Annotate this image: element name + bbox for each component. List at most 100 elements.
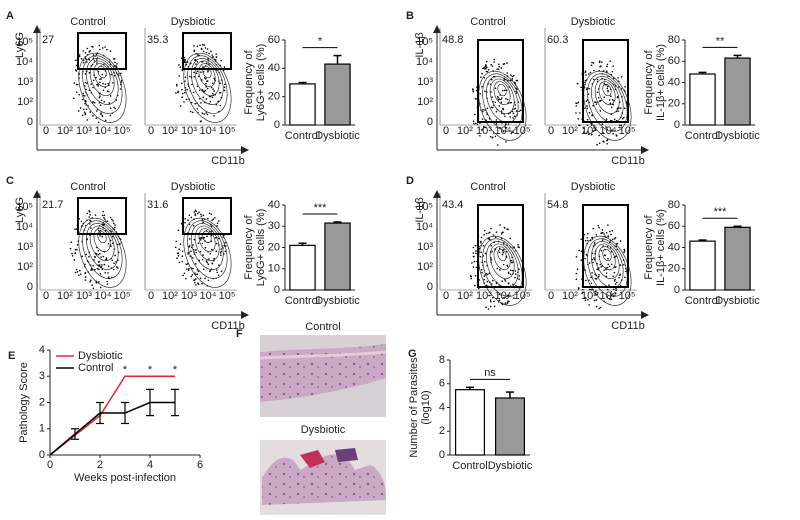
gate — [477, 204, 524, 288]
contour — [93, 63, 111, 88]
event-dot — [95, 117, 98, 119]
bar — [289, 83, 316, 126]
event-dot — [618, 276, 620, 279]
event-dot — [592, 227, 595, 230]
event-dot — [492, 106, 494, 109]
event-dot — [200, 47, 203, 50]
event-dot — [592, 261, 594, 264]
event-dot — [177, 252, 180, 255]
significance-label: * — [148, 364, 153, 376]
event-dot — [610, 233, 612, 236]
contour — [89, 60, 115, 97]
event-dot — [610, 294, 613, 297]
event-dot — [71, 255, 74, 257]
event-dot — [218, 92, 221, 94]
event-dot — [483, 76, 486, 79]
event-dot — [184, 91, 186, 94]
event-dot — [92, 79, 95, 82]
event-dot — [84, 57, 87, 60]
event-dot — [620, 75, 623, 78]
event-dot — [475, 98, 477, 100]
y-tick-label: 60 — [668, 220, 680, 232]
event-dot — [472, 246, 475, 249]
event-dot — [114, 61, 116, 64]
flow-tick-label: 10² — [457, 290, 473, 302]
event-dot — [621, 117, 624, 120]
event-dot — [625, 270, 627, 273]
event-dot — [223, 66, 226, 68]
event-dot — [511, 78, 514, 80]
event-dot — [177, 91, 179, 94]
event-dot — [109, 107, 112, 110]
flow-tick-label: 10⁵ — [416, 36, 433, 48]
bar — [289, 244, 316, 291]
event-dot — [479, 255, 482, 258]
event-dot — [187, 269, 190, 272]
event-dot — [473, 260, 476, 263]
flow-tick-label: 0 — [443, 125, 449, 137]
contour — [187, 55, 228, 114]
event-dot — [484, 252, 487, 255]
event-dot — [488, 232, 490, 234]
event-dot — [109, 216, 112, 219]
event-dot — [184, 217, 187, 220]
event-dot — [584, 239, 587, 242]
event-dot — [506, 301, 509, 304]
event-dot — [624, 85, 626, 88]
flow-tick-label: 10³ — [476, 125, 492, 137]
flow-tick-label: 0 — [27, 281, 33, 293]
contour — [489, 78, 515, 115]
contour — [482, 238, 523, 297]
event-dot — [472, 120, 475, 123]
event-dot — [605, 70, 608, 73]
event-dot — [193, 45, 195, 47]
event-dot — [84, 85, 86, 87]
flow-tick-label: 10³ — [17, 76, 33, 88]
event-dot — [99, 286, 102, 289]
bar — [689, 240, 716, 291]
event-dot — [500, 67, 503, 69]
event-dot — [181, 260, 184, 263]
event-dot — [584, 299, 587, 302]
event-dot — [179, 66, 182, 68]
event-dot — [205, 86, 207, 88]
event-dot — [75, 83, 78, 86]
event-dot — [89, 50, 91, 52]
y-tick-label: 0 — [274, 119, 280, 131]
bar — [724, 57, 751, 126]
y-tick-label: 8 — [439, 354, 445, 366]
flow-plot-title: Dysbiotic — [171, 181, 216, 193]
event-dot — [613, 280, 616, 282]
event-dot — [491, 296, 494, 299]
gate-frequency: 43.4 — [442, 199, 463, 211]
event-dot — [95, 76, 97, 79]
event-dot — [185, 98, 188, 101]
event-dot — [188, 238, 191, 240]
gate-frequency: 31.6 — [147, 199, 168, 211]
panel-letter: C — [6, 175, 14, 187]
event-dot — [100, 256, 102, 258]
event-dot — [575, 255, 578, 258]
event-dot — [587, 239, 589, 242]
event-dot — [205, 78, 207, 80]
event-dot — [472, 89, 474, 91]
event-dot — [203, 71, 205, 73]
event-dot — [201, 258, 204, 261]
event-dot — [82, 61, 85, 64]
event-dot — [593, 69, 595, 72]
event-dot — [512, 131, 515, 134]
event-dot — [178, 261, 181, 264]
event-dot — [195, 278, 197, 280]
flow-tick-label: 10³ — [76, 290, 92, 302]
event-dot — [76, 271, 79, 273]
event-dot — [107, 242, 110, 245]
y-tick-label: 20 — [268, 241, 280, 253]
y-tick-label: 3 — [39, 370, 45, 382]
event-dot — [613, 271, 616, 274]
event-dot — [191, 274, 194, 276]
event-dot — [200, 237, 203, 239]
event-dot — [502, 263, 505, 266]
event-dot — [484, 126, 486, 129]
flow-tick-label: 10⁵ — [619, 290, 636, 302]
event-dot — [100, 99, 103, 102]
